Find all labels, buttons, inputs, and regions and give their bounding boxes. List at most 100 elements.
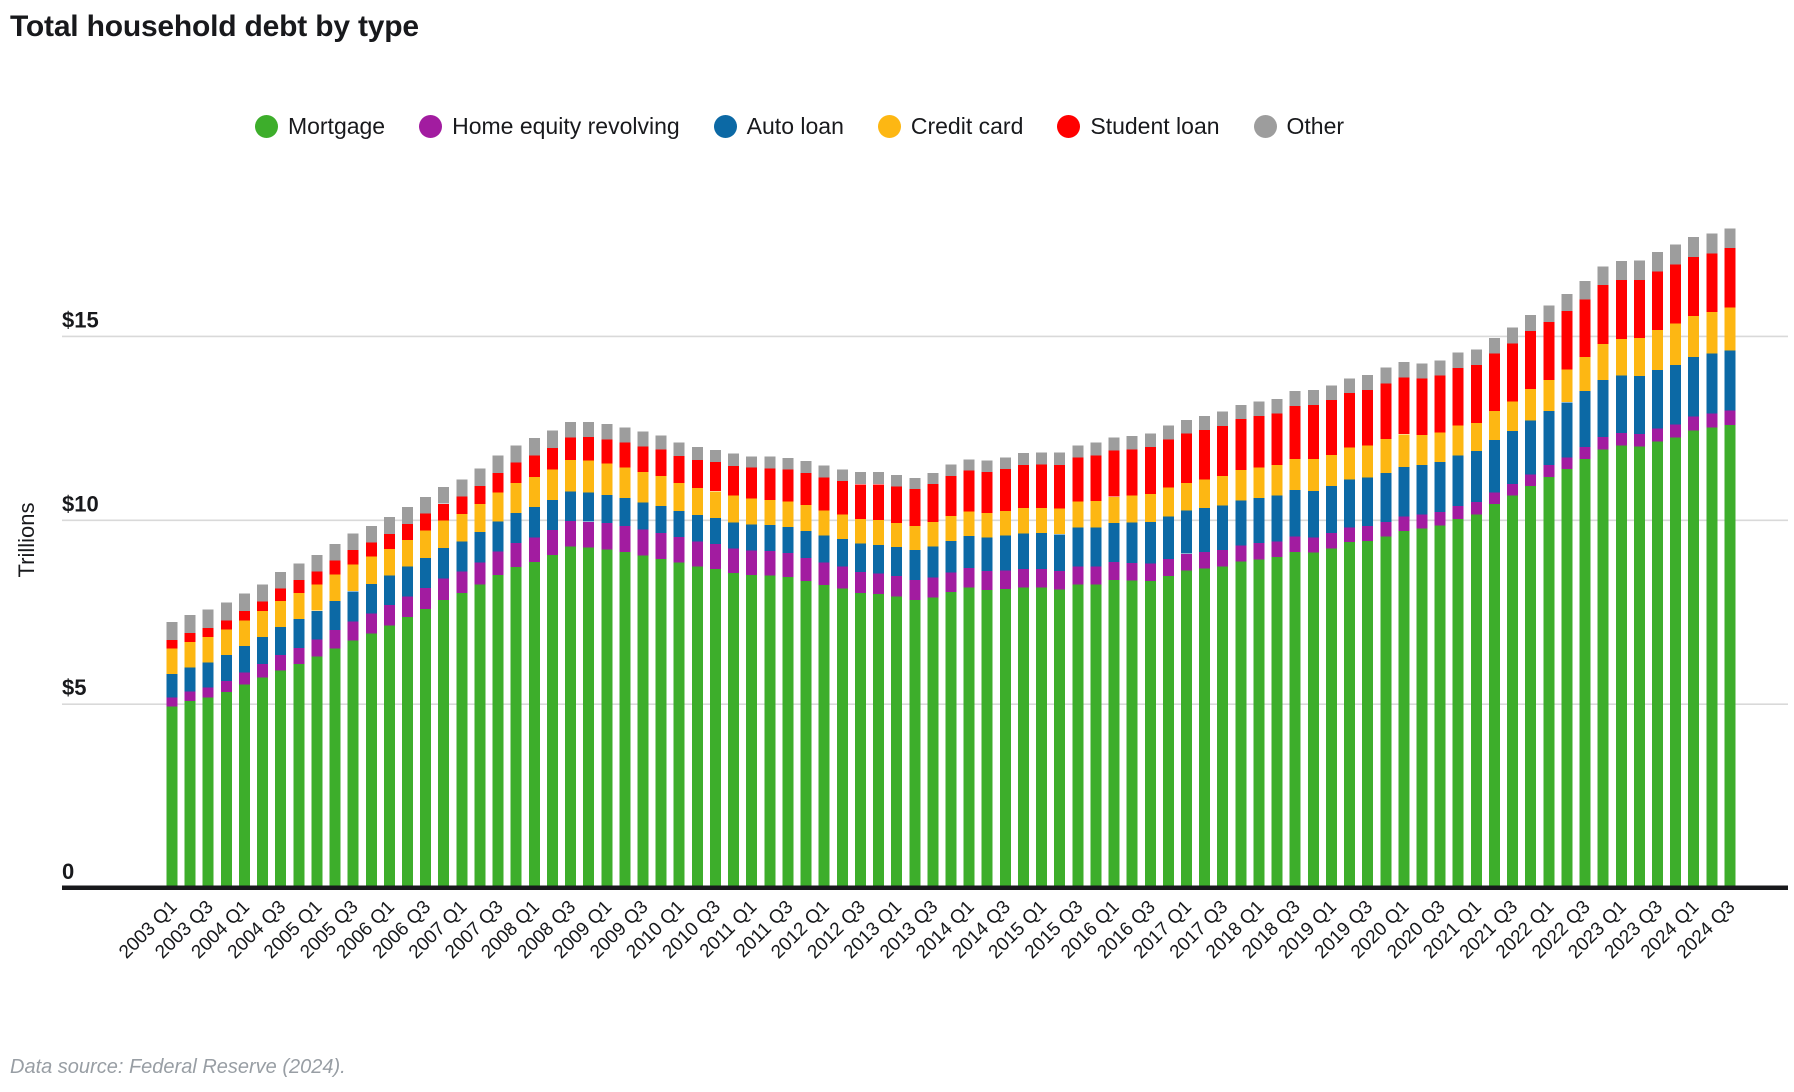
- bar-segment: [1452, 425, 1464, 456]
- bar-segment: [909, 579, 921, 600]
- bar-segment: [1507, 430, 1519, 484]
- bar-segment: [311, 656, 323, 888]
- bar-2004-Q2: [257, 584, 269, 888]
- data-source-note: Data source: Federal Reserve (2024).: [10, 1056, 346, 1078]
- bar-segment: [239, 646, 250, 673]
- bar-segment: [909, 489, 921, 526]
- bar-2012-Q1: [818, 465, 830, 888]
- bar-segment: [1199, 415, 1211, 431]
- bar-segment: [764, 525, 776, 552]
- bar-segment: [1706, 427, 1718, 888]
- bar-segment: [347, 564, 359, 592]
- bar-2015-Q2: [1054, 452, 1066, 888]
- bar-segment: [710, 462, 721, 492]
- bar-segment: [492, 492, 504, 522]
- bar-segment: [691, 460, 703, 488]
- bar-segment: [1706, 233, 1718, 254]
- bar-segment: [1036, 568, 1048, 588]
- bar-segment: [1036, 533, 1048, 569]
- bar-segment: [1633, 375, 1645, 434]
- bar-segment: [1452, 518, 1464, 888]
- bar-segment: [601, 523, 613, 550]
- bar-2018-Q3: [1289, 391, 1301, 888]
- bar-segment: [1670, 323, 1682, 366]
- bar-segment: [546, 447, 558, 470]
- bar-segment: [1615, 445, 1627, 888]
- bar-segment: [673, 536, 685, 563]
- bar-segment: [383, 575, 395, 605]
- bar-segment: [293, 664, 305, 888]
- bar-segment: [963, 535, 975, 569]
- bar-segment: [546, 554, 558, 888]
- bar-segment: [1615, 375, 1627, 433]
- bar-segment: [1126, 449, 1138, 496]
- bar-segment: [746, 467, 758, 499]
- bar-segment: [347, 591, 359, 622]
- bar-segment: [637, 472, 649, 503]
- bar-segment: [1181, 510, 1192, 554]
- bar-segment: [1018, 587, 1029, 888]
- bar-segment: [1652, 428, 1663, 442]
- bar-segment: [1507, 483, 1519, 496]
- bar-segment: [854, 484, 866, 519]
- bar-segment: [1199, 508, 1211, 552]
- bar-segment: [1543, 465, 1555, 477]
- bar-segment: [836, 566, 848, 589]
- bar-2011-Q1: [746, 456, 758, 888]
- bar-segment: [311, 639, 323, 657]
- bar-2017-Q1: [1181, 419, 1192, 888]
- bar-segment: [1090, 584, 1102, 888]
- bar-segment: [619, 498, 631, 526]
- bar-segment: [1344, 447, 1355, 480]
- bar-segment: [836, 514, 848, 539]
- bar-segment: [1489, 504, 1500, 888]
- bar-segment: [1652, 251, 1663, 272]
- bar-segment: [818, 585, 830, 888]
- bar-segment: [1470, 364, 1482, 423]
- bar-segment: [1489, 337, 1500, 354]
- bar-segment: [1162, 439, 1174, 488]
- legend-swatch-icon: [713, 115, 737, 138]
- bar-segment: [637, 431, 649, 447]
- bar-segment: [1670, 437, 1682, 888]
- bar-segment: [1434, 462, 1446, 513]
- bar-segment: [474, 584, 486, 888]
- bar-segment: [1054, 589, 1066, 888]
- bar-segment: [1724, 307, 1736, 351]
- bar-segment: [691, 541, 703, 567]
- bar-segment: [764, 551, 776, 576]
- bar-2018-Q2: [1271, 399, 1283, 888]
- bar-segment: [999, 457, 1011, 470]
- bar-segment: [1416, 465, 1428, 515]
- bar-segment: [764, 575, 776, 888]
- bar-2009-Q4: [655, 435, 667, 888]
- bar-segment: [1507, 343, 1519, 402]
- bar-segment: [1380, 439, 1392, 474]
- bar-segment: [1217, 475, 1229, 506]
- bar-segment: [1561, 457, 1573, 470]
- bar-2008-Q4: [583, 421, 595, 888]
- bar-2006-Q4: [438, 487, 450, 888]
- bar-segment: [311, 610, 323, 640]
- bar-segment: [945, 572, 957, 592]
- bar-segment: [166, 706, 178, 888]
- bar-segment: [184, 701, 196, 888]
- bar-segment: [1054, 571, 1066, 590]
- bar-segment: [1579, 357, 1591, 392]
- bar-segment: [184, 691, 196, 702]
- bar-segment: [1217, 505, 1229, 551]
- bar-segment: [873, 484, 884, 520]
- bar-segment: [202, 637, 214, 663]
- bar-segment: [275, 670, 287, 888]
- y-axis-title: Trillions: [14, 503, 39, 578]
- legend-swatch-icon: [419, 115, 443, 138]
- bar-segment: [583, 421, 595, 438]
- bar-segment: [565, 491, 577, 522]
- bar-segment: [438, 600, 450, 888]
- bar-segment: [746, 524, 758, 551]
- bar-segment: [800, 531, 812, 558]
- bar-segment: [1235, 545, 1247, 562]
- y-tick-label: 0: [62, 859, 74, 884]
- bar-segment: [782, 501, 794, 527]
- bar-segment: [420, 513, 432, 531]
